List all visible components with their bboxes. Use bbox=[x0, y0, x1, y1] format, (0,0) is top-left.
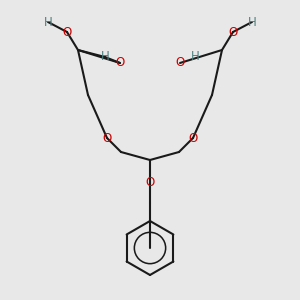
Text: O: O bbox=[102, 131, 112, 145]
Text: O: O bbox=[188, 131, 198, 145]
Text: H: H bbox=[44, 16, 52, 28]
Text: O: O bbox=[146, 176, 154, 190]
Text: H: H bbox=[100, 50, 109, 64]
Text: H: H bbox=[190, 50, 200, 64]
Text: O: O bbox=[176, 56, 184, 70]
Text: O: O bbox=[228, 26, 238, 38]
Text: O: O bbox=[62, 26, 72, 38]
Text: H: H bbox=[248, 16, 256, 28]
Text: O: O bbox=[116, 56, 124, 70]
